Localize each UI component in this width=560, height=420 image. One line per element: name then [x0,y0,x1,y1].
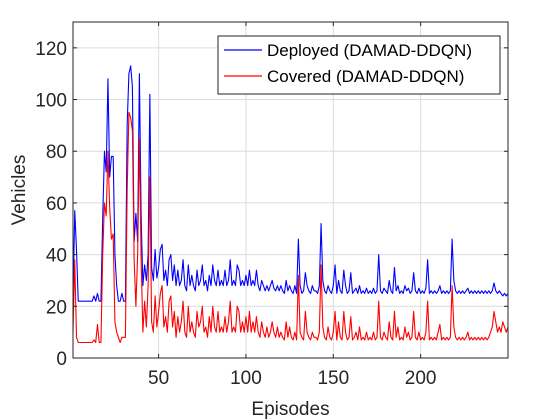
y-tick-label: 120 [35,39,67,60]
legend-box [217,35,501,95]
axes-box [72,21,509,359]
y-axis-label: Vehicles [9,155,30,226]
legend: Deployed (DAMAD-DDQN) Covered (DAMAD-DDQ… [217,35,501,95]
series-layer [72,65,509,344]
x-tick-label: 100 [230,368,262,389]
y-tick-label: 40 [46,246,67,267]
series-line-deployed [72,65,509,302]
x-tick-label: 50 [148,368,169,389]
tick-labels: 50 100 150 200 0 20 40 60 80 100 120 [35,39,436,389]
x-tick-label: 150 [317,368,349,389]
y-tick-label: 80 [46,142,67,163]
y-tick-label: 0 [56,349,67,370]
axes [72,21,509,359]
series-line-covered [72,111,509,344]
legend-label-covered: Covered (DAMAD-DDQN) [267,67,464,86]
x-tick-label: 200 [405,368,437,389]
legend-label-deployed: Deployed (DAMAD-DDQN) [267,41,472,60]
y-tick-label: 60 [46,194,67,215]
y-tick-label: 100 [35,91,67,112]
y-tick-label: 20 [46,297,67,318]
x-axis-label: Episodes [251,399,329,420]
